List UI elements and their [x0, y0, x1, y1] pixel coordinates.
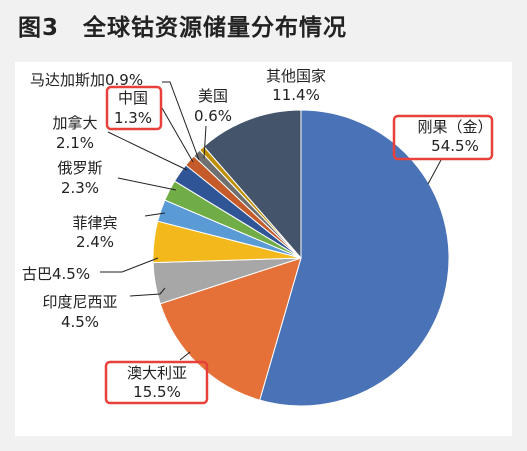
figure-title: 图3 全球钴资源储量分布情况	[18, 8, 347, 42]
data-label-5-0: 俄罗斯	[57, 159, 102, 177]
data-label-7-0: 中国	[118, 89, 148, 107]
figure-number: 图3	[18, 15, 60, 41]
data-label-10-1: 11.4%	[272, 86, 320, 104]
data-label-8-0: 马达加斯加0.9%	[30, 71, 143, 89]
data-label-6-1: 2.1%	[56, 134, 94, 152]
pie-slice-10	[203, 109, 302, 260]
leader-line-4	[144, 212, 166, 217]
data-label-4-0: 菲律宾	[72, 214, 117, 232]
data-label-9-1: 0.6%	[194, 107, 232, 125]
data-label-5-1: 2.3%	[61, 179, 99, 197]
data-label-2-0: 印度尼西亚	[42, 293, 117, 311]
leader-line-7	[161, 107, 194, 163]
leader-line-2	[129, 287, 166, 297]
data-label-10-0: 其他国家	[266, 67, 326, 85]
data-label-4-1: 2.4%	[76, 233, 114, 251]
data-label-0-1: 54.5%	[431, 137, 479, 155]
data-label-3-0: 古巴4.5%	[22, 265, 90, 283]
data-label-1-0: 澳大利亚	[127, 364, 187, 382]
figure-title-text: 全球钴资源储量分布情况	[83, 15, 348, 41]
data-label-6-0: 加拿大	[52, 114, 97, 132]
highlight-box-7	[105, 85, 163, 131]
data-label-0-0: 刚果（金）	[417, 118, 492, 136]
leader-line-5	[117, 177, 177, 191]
leader-line-1	[179, 351, 191, 361]
leader-line-0	[427, 159, 442, 185]
pie-slice-0	[259, 109, 450, 407]
data-label-2-1: 4.5%	[61, 313, 99, 331]
data-label-7-1: 1.3%	[114, 109, 152, 127]
data-label-1-1: 15.5%	[133, 383, 181, 401]
highlight-box-0	[392, 114, 494, 161]
highlight-box-1	[104, 360, 209, 405]
leader-line-9	[203, 125, 207, 159]
data-label-9-0: 美国	[198, 87, 228, 105]
pie-slice-1	[159, 257, 302, 401]
leader-line-6	[107, 131, 188, 171]
leader-line-8	[162, 81, 200, 161]
leader-line-3	[100, 257, 159, 273]
